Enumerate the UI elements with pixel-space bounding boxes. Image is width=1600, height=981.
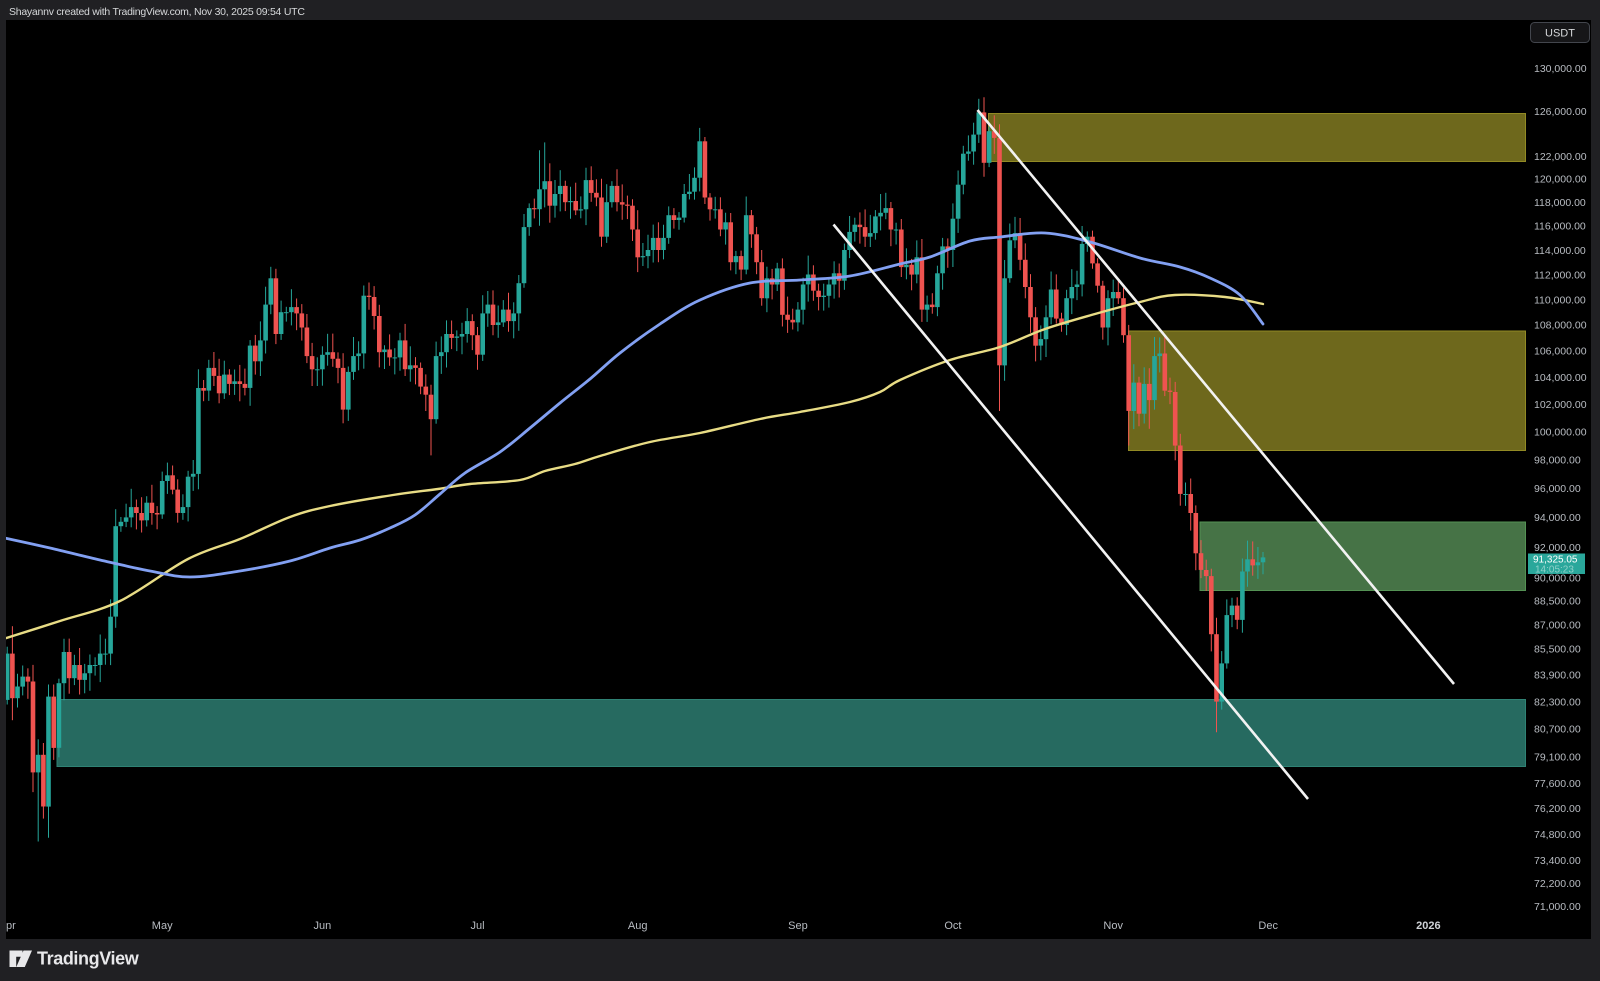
svg-text:88,500.00: 88,500.00 [1534, 596, 1581, 608]
svg-text:79,100.00: 79,100.00 [1534, 751, 1581, 763]
svg-text:May: May [152, 920, 173, 932]
svg-text:126,000.00: 126,000.00 [1534, 106, 1587, 118]
svg-text:2026: 2026 [1416, 920, 1440, 932]
svg-text:72,200.00: 72,200.00 [1534, 878, 1581, 890]
svg-text:118,000.00: 118,000.00 [1534, 197, 1586, 209]
svg-text:112,000.00: 112,000.00 [1534, 269, 1586, 281]
svg-text:110,000.00: 110,000.00 [1534, 294, 1586, 306]
svg-text:98,000.00: 98,000.00 [1534, 454, 1581, 466]
svg-text:USDT: USDT [1545, 28, 1575, 40]
svg-text:80,700.00: 80,700.00 [1534, 724, 1581, 736]
svg-text:Sep: Sep [788, 920, 808, 932]
svg-text:82,300.00: 82,300.00 [1534, 696, 1581, 708]
svg-text:114,000.00: 114,000.00 [1534, 245, 1586, 257]
svg-text:116,000.00: 116,000.00 [1534, 221, 1586, 233]
svg-text:120,000.00: 120,000.00 [1534, 174, 1587, 186]
svg-text:104,000.00: 104,000.00 [1534, 372, 1587, 384]
svg-text:Shayannv created with TradingV: Shayannv created with TradingView.com, N… [9, 6, 305, 18]
svg-text:85,500.00: 85,500.00 [1534, 644, 1581, 656]
svg-text:Apr: Apr [0, 920, 16, 932]
svg-text:96,000.00: 96,000.00 [1534, 483, 1581, 495]
svg-text:83,900.00: 83,900.00 [1534, 670, 1581, 682]
svg-text:108,000.00: 108,000.00 [1534, 320, 1587, 332]
svg-text:76,200.00: 76,200.00 [1534, 803, 1581, 815]
svg-text:77,600.00: 77,600.00 [1534, 778, 1581, 790]
svg-text:Aug: Aug [628, 920, 648, 932]
svg-text:90,000.00: 90,000.00 [1534, 572, 1581, 584]
svg-text:94,000.00: 94,000.00 [1534, 512, 1581, 524]
svg-text:100,000.00: 100,000.00 [1534, 426, 1587, 438]
svg-text:73,400.00: 73,400.00 [1534, 855, 1581, 867]
svg-text:74,800.00: 74,800.00 [1534, 829, 1581, 841]
svg-text:130,000.00: 130,000.00 [1534, 63, 1587, 75]
svg-text:14:05:23: 14:05:23 [1535, 565, 1574, 576]
svg-text:91,325.05: 91,325.05 [1533, 555, 1578, 566]
svg-text:Jul: Jul [470, 920, 484, 932]
svg-text:Jun: Jun [314, 920, 332, 932]
svg-text:122,000.00: 122,000.00 [1534, 151, 1587, 163]
svg-text:Oct: Oct [944, 920, 961, 932]
svg-text:TradingView: TradingView [37, 949, 140, 969]
svg-text:87,000.00: 87,000.00 [1534, 619, 1581, 631]
svg-text:92,000.00: 92,000.00 [1534, 542, 1581, 554]
svg-text:71,000.00: 71,000.00 [1534, 901, 1581, 913]
svg-text:Dec: Dec [1258, 920, 1278, 932]
svg-text:102,000.00: 102,000.00 [1534, 399, 1587, 411]
svg-text:Nov: Nov [1103, 920, 1123, 932]
svg-text:106,000.00: 106,000.00 [1534, 346, 1587, 358]
